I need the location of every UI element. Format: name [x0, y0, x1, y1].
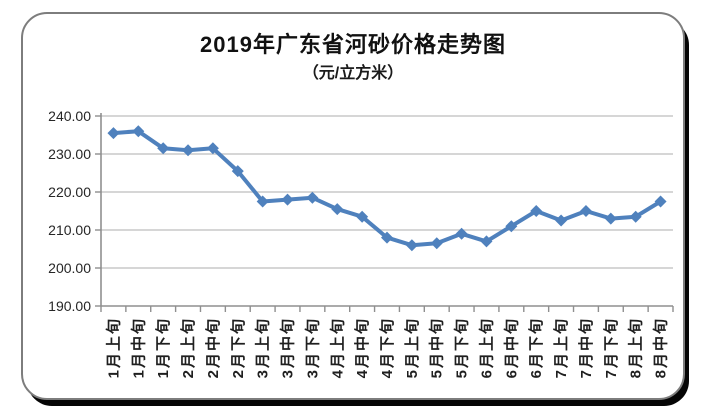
- chart-subtitle: （元/立方米）: [302, 65, 404, 82]
- svg-text:5月上旬: 5月上旬: [403, 317, 421, 378]
- data-point-marker: [132, 125, 145, 138]
- data-point-marker: [182, 144, 195, 157]
- data-point-marker: [306, 191, 319, 204]
- data-point-marker: [331, 203, 344, 216]
- svg-text:210.00: 210.00: [48, 222, 91, 238]
- x-axis-labels: 1月上旬 1月中旬 1月下旬 2月上旬 2月中旬 2月下旬 3月上旬 3月中旬 3月下旬 4月上旬…: [104, 317, 669, 378]
- svg-text:8月上旬: 8月上旬: [627, 317, 645, 378]
- svg-text:2月下旬: 2月下旬: [229, 317, 247, 378]
- chart-title: 2019年广东省河砂价格走势图: [200, 32, 506, 57]
- svg-text:5月中旬: 5月中旬: [428, 317, 446, 378]
- data-point-marker: [381, 231, 393, 244]
- data-point-marker: [256, 195, 269, 208]
- data-point-marker: [455, 227, 468, 240]
- svg-text:7月上旬: 7月上旬: [552, 317, 570, 378]
- data-point-marker: [654, 195, 667, 208]
- svg-text:1月下旬: 1月下旬: [154, 317, 172, 378]
- price-trend-line-chart: 190.00 200.00 210.00 220.00 230.00 240.00 1月上旬…: [48, 108, 674, 378]
- data-point-marker: [206, 142, 219, 155]
- series-line: [111, 129, 663, 248]
- data-point-marker: [157, 142, 170, 155]
- data-point-marker: [231, 165, 244, 178]
- svg-text:4月下旬: 4月下旬: [378, 317, 396, 378]
- series-markers: [107, 125, 667, 252]
- svg-text:3月下旬: 3月下旬: [303, 317, 321, 378]
- svg-text:5月下旬: 5月下旬: [453, 317, 471, 378]
- data-point-marker: [430, 237, 443, 250]
- data-point-marker: [629, 210, 642, 223]
- data-point-marker: [530, 205, 543, 217]
- svg-text:200.00: 200.00: [48, 260, 91, 276]
- data-point-marker: [555, 214, 568, 227]
- svg-text:190.00: 190.00: [48, 298, 91, 314]
- chart-card: 2019年广东省河砂价格走势图 （元/立方米） 190.00 200.00 210.…: [21, 12, 685, 400]
- svg-text:220.00: 220.00: [48, 184, 91, 200]
- y-gridlines: [101, 115, 673, 269]
- svg-text:240.00: 240.00: [48, 108, 91, 124]
- svg-text:3月中旬: 3月中旬: [279, 317, 297, 378]
- svg-text:6月下旬: 6月下旬: [527, 317, 545, 378]
- data-point-marker: [281, 193, 294, 206]
- svg-text:4月上旬: 4月上旬: [328, 317, 346, 378]
- svg-text:1月上旬: 1月上旬: [104, 317, 122, 378]
- data-point-marker: [579, 205, 592, 217]
- data-point-marker: [604, 212, 617, 225]
- data-point-marker: [505, 220, 518, 233]
- x-axis-ticks: [100, 306, 674, 312]
- svg-text:4月中旬: 4月中旬: [353, 317, 371, 378]
- svg-text:2月中旬: 2月中旬: [204, 317, 222, 378]
- data-point-marker: [356, 210, 369, 223]
- svg-text:7月中旬: 7月中旬: [577, 317, 595, 378]
- y-axis-labels: 190.00 200.00 210.00 220.00 230.00 240.00: [48, 108, 101, 314]
- svg-text:6月上旬: 6月上旬: [477, 317, 495, 378]
- svg-text:230.00: 230.00: [48, 146, 91, 162]
- svg-text:8月中旬: 8月中旬: [652, 317, 670, 378]
- axes: [100, 113, 673, 307]
- data-point-marker: [405, 239, 418, 252]
- svg-text:1月中旬: 1月中旬: [129, 317, 147, 378]
- data-point-marker: [107, 127, 120, 140]
- svg-text:3月上旬: 3月上旬: [254, 317, 272, 378]
- svg-text:7月下旬: 7月下旬: [602, 317, 620, 378]
- svg-text:6月中旬: 6月中旬: [502, 317, 520, 378]
- data-point-marker: [480, 235, 493, 248]
- svg-text:2月上旬: 2月上旬: [179, 317, 197, 378]
